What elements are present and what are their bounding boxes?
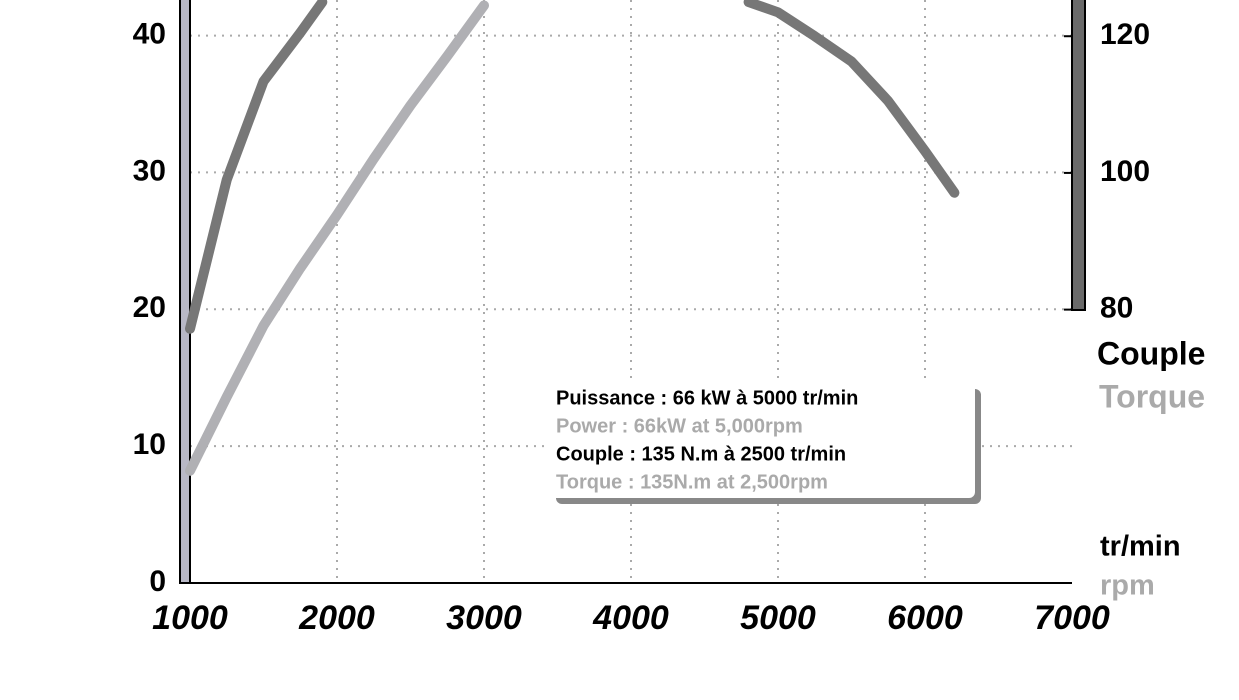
annotation: Torque : 135N.m at 2,500rpm xyxy=(556,471,828,493)
series-line xyxy=(743,0,960,198)
series-line xyxy=(185,0,489,476)
annotation-box xyxy=(550,383,975,498)
x-tick-label: 2000 xyxy=(298,599,375,637)
x-axis-title: rpm xyxy=(1100,570,1155,602)
y-tick-label: 30 xyxy=(133,154,166,187)
y-tick-label: 20 xyxy=(133,291,166,324)
x-axis-title: tr/min xyxy=(1100,531,1181,563)
annotation: Couple : 135 N.m à 2500 tr/min xyxy=(556,443,846,465)
x-tick-label: 1000 xyxy=(152,599,228,637)
y-tick-label: 40 xyxy=(133,18,166,51)
x-tick-label: 6000 xyxy=(887,599,963,637)
annotation: Power : 66kW at 5,000rpm xyxy=(556,415,803,437)
y-tick-label: 10 xyxy=(133,428,166,461)
y2-tick-label: 80 xyxy=(1100,292,1133,325)
y-tick-label: 0 xyxy=(149,565,166,598)
y2-axis-bar xyxy=(1071,0,1086,311)
y2-tick-label: 120 xyxy=(1100,18,1150,51)
x-tick-label: 4000 xyxy=(592,599,669,637)
x-tick-label: 7000 xyxy=(1034,599,1110,637)
y2-tick-label: 100 xyxy=(1100,155,1150,188)
y2-axis-title: Torque xyxy=(1099,378,1205,414)
annotation: Puissance : 66 kW à 5000 tr/min xyxy=(556,387,858,409)
y2-axis-title: Couple xyxy=(1097,335,1205,371)
series-line xyxy=(185,0,328,334)
y-axis-bar xyxy=(179,0,191,584)
x-tick-label: 5000 xyxy=(740,599,816,637)
x-tick-label: 3000 xyxy=(446,599,522,637)
